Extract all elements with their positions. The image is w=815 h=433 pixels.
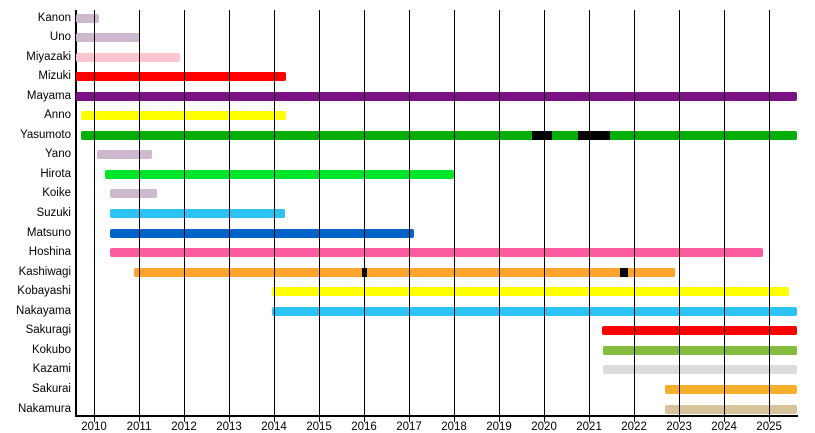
- member-label: Uno: [49, 31, 71, 44]
- member-label: Hirota: [40, 167, 71, 180]
- year-tick-label: 2017: [396, 421, 422, 433]
- gridline: [228, 10, 230, 415]
- member-label: Kanon: [37, 11, 71, 24]
- tick-mark: [318, 417, 320, 422]
- tick-mark: [93, 417, 95, 422]
- tick-mark: [678, 417, 680, 422]
- tick-mark: [228, 417, 230, 422]
- member-bar: [133, 267, 676, 277]
- member-bar: [110, 228, 414, 238]
- tick-mark: [183, 417, 185, 422]
- gridline: [363, 10, 365, 415]
- tick-mark: [453, 417, 455, 422]
- tick-mark: [408, 417, 410, 422]
- member-bar: [110, 248, 763, 258]
- year-tick-label: 2018: [441, 421, 467, 433]
- gridline: [93, 10, 95, 415]
- tick-mark: [723, 417, 725, 422]
- year-tick-label: 2025: [756, 421, 782, 433]
- tick-mark: [498, 417, 500, 422]
- member-label: Kazami: [32, 363, 71, 376]
- member-bar: [272, 306, 797, 316]
- member-bar: [664, 404, 797, 414]
- tick-mark: [768, 417, 770, 422]
- year-tick-label: 2024: [711, 421, 737, 433]
- hiatus-segment: [620, 267, 629, 277]
- member-bar: [272, 287, 790, 297]
- member-bar: [664, 384, 797, 394]
- member-bar: [76, 72, 286, 82]
- member-label: Kashiwagi: [18, 265, 71, 278]
- hiatus-segment: [531, 130, 552, 140]
- member-label: Nakamura: [17, 402, 71, 415]
- gridline: [723, 10, 725, 415]
- member-label: Hoshina: [28, 246, 71, 259]
- member-label: Koike: [42, 187, 71, 200]
- year-tick-label: 2023: [666, 421, 692, 433]
- year-tick-label: 2020: [531, 421, 557, 433]
- tick-mark: [273, 417, 275, 422]
- member-label: Kokubo: [31, 343, 71, 356]
- gridline: [138, 10, 140, 415]
- member-bar: [76, 33, 140, 43]
- year-tick-label: 2013: [216, 421, 242, 433]
- member-label: Sakurai: [32, 382, 71, 395]
- member-bar: [80, 130, 797, 140]
- year-tick-label: 2015: [306, 421, 332, 433]
- year-tick-label: 2010: [81, 421, 107, 433]
- gridline: [768, 10, 770, 415]
- member-bar: [76, 91, 797, 101]
- year-tick-label: 2019: [486, 421, 512, 433]
- member-bar: [110, 209, 285, 218]
- member-bar: [603, 365, 797, 375]
- member-bar: [104, 169, 455, 179]
- member-label: Yasumoto: [20, 128, 71, 141]
- member-bar: [80, 111, 286, 121]
- year-tick-label: 2016: [351, 421, 377, 433]
- gridline: [273, 10, 275, 415]
- gridline: [453, 10, 455, 415]
- tick-mark: [633, 417, 635, 422]
- gridline: [318, 10, 320, 415]
- gridline: [408, 10, 410, 415]
- tick-mark: [543, 417, 545, 422]
- member-label: Kobayashi: [17, 285, 71, 298]
- member-bar: [603, 345, 797, 355]
- member-bar: [76, 13, 100, 23]
- member-bar: [76, 52, 180, 62]
- member-label: Suzuki: [36, 207, 71, 219]
- member-bar: [110, 189, 157, 199]
- hiatus-segment: [578, 130, 611, 140]
- year-tick-label: 2011: [126, 421, 152, 433]
- member-label: Mizuki: [38, 70, 71, 83]
- tick-mark: [138, 417, 140, 422]
- y-axis-line: [75, 10, 77, 417]
- tick-mark: [588, 417, 590, 422]
- member-bar: [601, 326, 797, 336]
- x-axis-line: [75, 415, 798, 417]
- member-bar: [97, 150, 152, 160]
- gridline: [183, 10, 185, 415]
- gridline: [498, 10, 500, 415]
- gridline: [543, 10, 545, 415]
- gridline: [633, 10, 635, 415]
- gridline: [588, 10, 590, 415]
- member-label: Matsuno: [26, 226, 71, 239]
- member-label: Sakuragi: [25, 324, 71, 337]
- year-tick-label: 2012: [171, 421, 197, 433]
- year-tick-label: 2022: [621, 421, 647, 433]
- member-label: Nakayama: [16, 304, 71, 317]
- member-label: Yano: [44, 148, 71, 161]
- member-label: Anno: [44, 109, 71, 122]
- tick-mark: [363, 417, 365, 422]
- member-label: Mayama: [26, 89, 71, 102]
- year-tick-label: 2021: [576, 421, 602, 433]
- member-label: Miyazaki: [26, 50, 71, 63]
- year-tick-label: 2014: [261, 421, 287, 433]
- gridline: [678, 10, 680, 415]
